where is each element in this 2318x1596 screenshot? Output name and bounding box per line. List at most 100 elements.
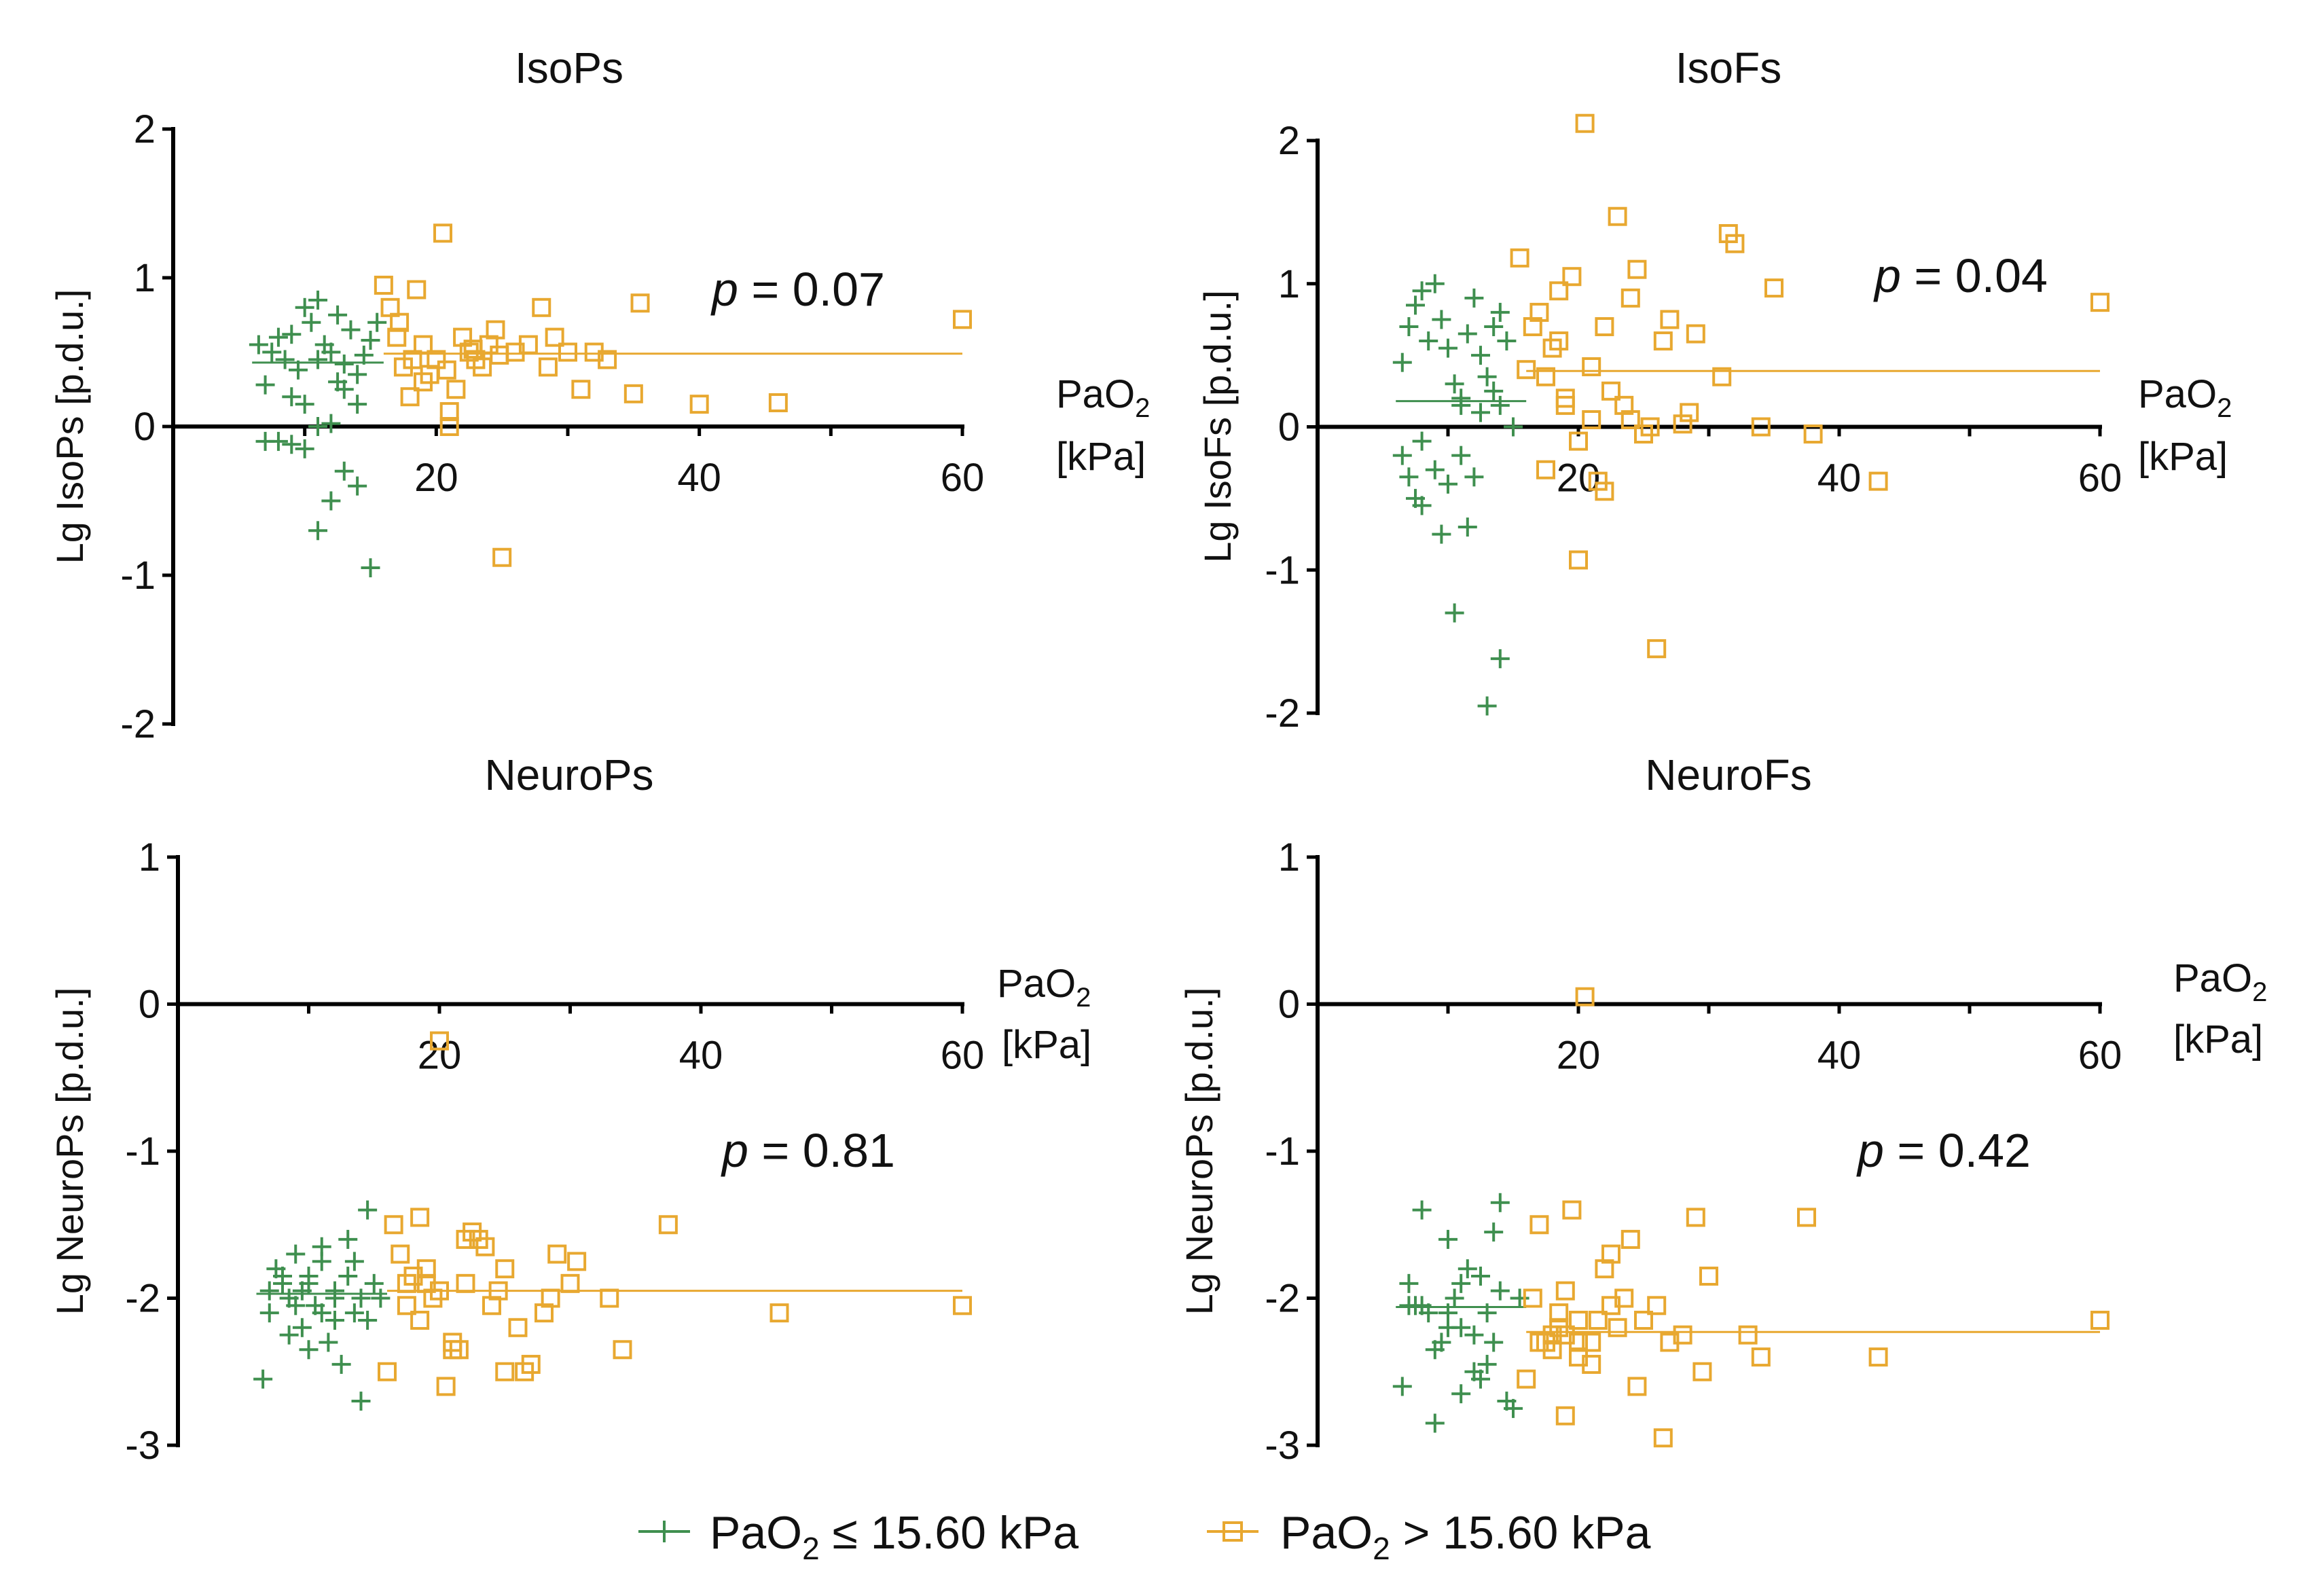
data-point-square (1686, 1208, 1705, 1227)
data-point-square (1569, 550, 1588, 570)
data-points (249, 223, 972, 578)
data-point-square (488, 1281, 508, 1301)
data-point-plus (1445, 1288, 1464, 1308)
data-point-square (1536, 367, 1555, 386)
data-point-plus (1464, 467, 1484, 487)
data-point-plus (259, 1281, 279, 1301)
data-point-square (535, 1303, 554, 1323)
data-point-square (1536, 460, 1555, 479)
data-point-plus (1399, 316, 1419, 336)
data-point-square (560, 1273, 580, 1293)
data-point-plus (371, 1288, 391, 1308)
data-point-plus (255, 375, 275, 395)
data-point-plus (1412, 431, 1432, 451)
data-point-plus (1445, 603, 1464, 623)
data-point-plus (1438, 1318, 1457, 1337)
data-point-square (384, 1215, 403, 1235)
data-point-square (538, 357, 558, 377)
data-point-square (1692, 1362, 1712, 1381)
data-point-plus (328, 305, 348, 325)
data-point-plus (312, 1237, 331, 1256)
data-point-plus (1490, 1193, 1510, 1212)
x-axis-label-main: PaO (997, 962, 1076, 1006)
data-point-square (473, 357, 492, 377)
data-point-square (407, 280, 427, 300)
data-point-square (1868, 1347, 1888, 1367)
axes: -3 -2 -1 0 1 20 40 60 (125, 835, 984, 1468)
data-point-square (1620, 410, 1640, 429)
data-point-plus (321, 342, 341, 362)
data-point-square (1608, 1318, 1627, 1337)
data-point-plus (1477, 1354, 1497, 1374)
data-point-square (1555, 388, 1575, 408)
panel-isops: IsoPs Lg IsoPs [p.d.u.] PaO2 [kPa] p = 0… (48, 43, 1150, 746)
data-point-square (436, 1377, 456, 1396)
data-point-square (1718, 223, 1738, 243)
data-point-plus (302, 312, 321, 332)
data-point-plus (1392, 352, 1412, 372)
data-point-square (547, 1244, 567, 1264)
data-point-plus (1399, 1273, 1419, 1293)
data-point-plus (1484, 316, 1504, 336)
data-point-square (1620, 1229, 1640, 1249)
data-point-plus (1451, 388, 1471, 408)
data-point-plus (338, 1229, 358, 1249)
data-point-plus (334, 461, 354, 481)
data-point-plus (1471, 403, 1490, 422)
data-point-plus (1425, 274, 1445, 293)
data-point-square (1569, 1347, 1588, 1367)
data-point-plus (1445, 374, 1464, 394)
data-point-plus (1464, 288, 1484, 308)
data-point-plus (344, 1252, 364, 1271)
panel-title: NeuroFs (1645, 750, 1811, 799)
data-point-plus (1438, 474, 1457, 494)
data-point-plus (275, 350, 295, 369)
data-point-square (390, 312, 410, 332)
data-point-plus (273, 1267, 292, 1286)
data-point-plus (282, 387, 302, 407)
data-point-plus (358, 1200, 378, 1220)
data-point-plus (286, 1244, 306, 1264)
data-point-plus (1471, 1267, 1490, 1286)
y-tick-label: -2 (125, 1277, 160, 1321)
fit-lines (256, 1290, 962, 1295)
data-point-square (521, 1354, 541, 1374)
data-point-plus (325, 1288, 344, 1308)
data-point-plus (279, 1325, 299, 1345)
data-point-plus (259, 1303, 279, 1323)
data-points (1392, 113, 2109, 716)
data-point-square (541, 1288, 560, 1308)
x-tick-label: 60 (941, 456, 985, 500)
data-point-square (495, 1362, 515, 1381)
data-point-plus (1451, 1273, 1471, 1293)
data-point-square (508, 1318, 528, 1337)
data-point-plus (358, 1310, 378, 1330)
data-point-square (1712, 367, 1732, 386)
data-point-square (613, 1340, 632, 1360)
data-points (1392, 987, 2109, 1448)
p-value: = 0.81 (748, 1124, 895, 1177)
data-point-square (600, 1288, 619, 1308)
data-point-square (1575, 113, 1595, 133)
data-point-square (1601, 1296, 1620, 1316)
data-point-square (1523, 1288, 1542, 1308)
data-point-square (1751, 417, 1771, 437)
x-tick-label: 20 (1557, 1034, 1601, 1078)
data-point-plus (319, 1332, 338, 1352)
data-point-plus (361, 558, 380, 578)
data-point-plus (1457, 324, 1477, 344)
data-point-plus (1497, 331, 1517, 351)
data-point-square (2090, 293, 2109, 312)
data-point-plus (1451, 1384, 1471, 1404)
y-tick-label: 0 (1278, 405, 1300, 450)
data-point-plus (1425, 1413, 1445, 1433)
svg-text:PaO2: PaO2 (2173, 956, 2267, 1007)
data-point-plus (253, 1369, 273, 1389)
panel-title: IsoPs (515, 43, 623, 92)
p-symbol: p (1856, 1124, 1884, 1177)
data-point-square (446, 380, 466, 399)
data-point-plus (1419, 331, 1438, 351)
axes: -3 -2 -1 0 1 20 40 60 (1265, 835, 2122, 1468)
data-point-plus (1412, 281, 1432, 301)
data-point-square (545, 327, 564, 347)
